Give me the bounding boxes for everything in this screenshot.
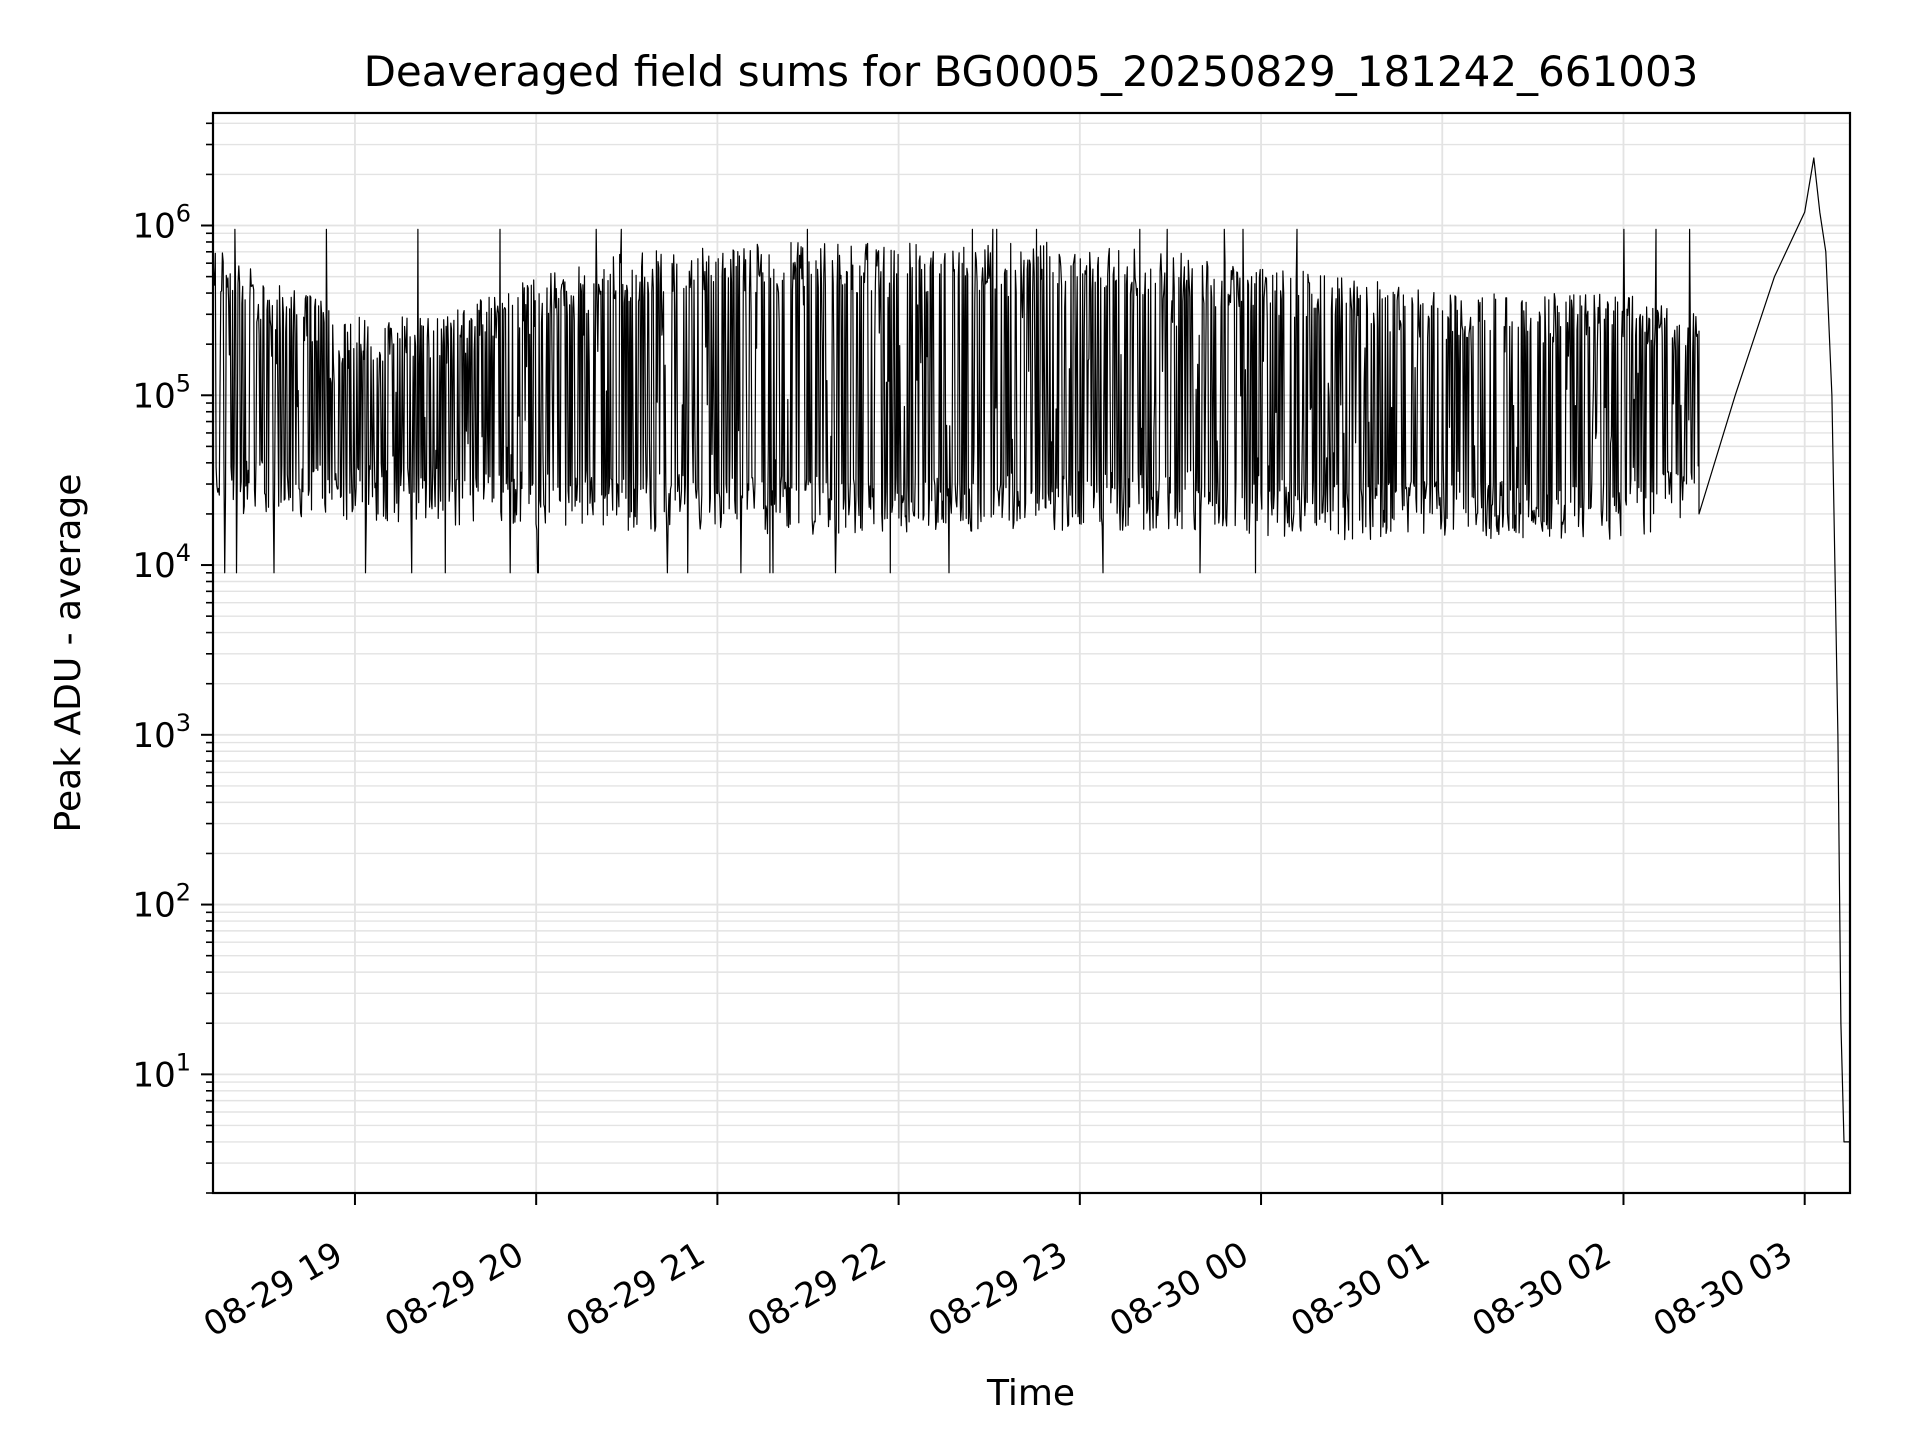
- y-tick-label: 104: [132, 539, 191, 586]
- y-tick-label: 102: [132, 879, 191, 926]
- y-tick-label: 101: [132, 1048, 191, 1095]
- chart-title: Deaveraged field sums for BG0005_2025082…: [364, 47, 1699, 96]
- y-axis-label: Peak ADU - average: [48, 474, 89, 833]
- series-path: [212, 157, 1850, 1143]
- y-axis-ticks: 101 102 103 104 105 106: [132, 122, 213, 1194]
- y-tick-label: 106: [132, 200, 191, 247]
- series-line: [212, 157, 1850, 1143]
- y-tick-label: 105: [132, 369, 191, 416]
- plot-frame: [211, 111, 1852, 1195]
- y-tick-label: 103: [132, 709, 191, 756]
- x-axis-label: Time: [986, 1373, 1075, 1414]
